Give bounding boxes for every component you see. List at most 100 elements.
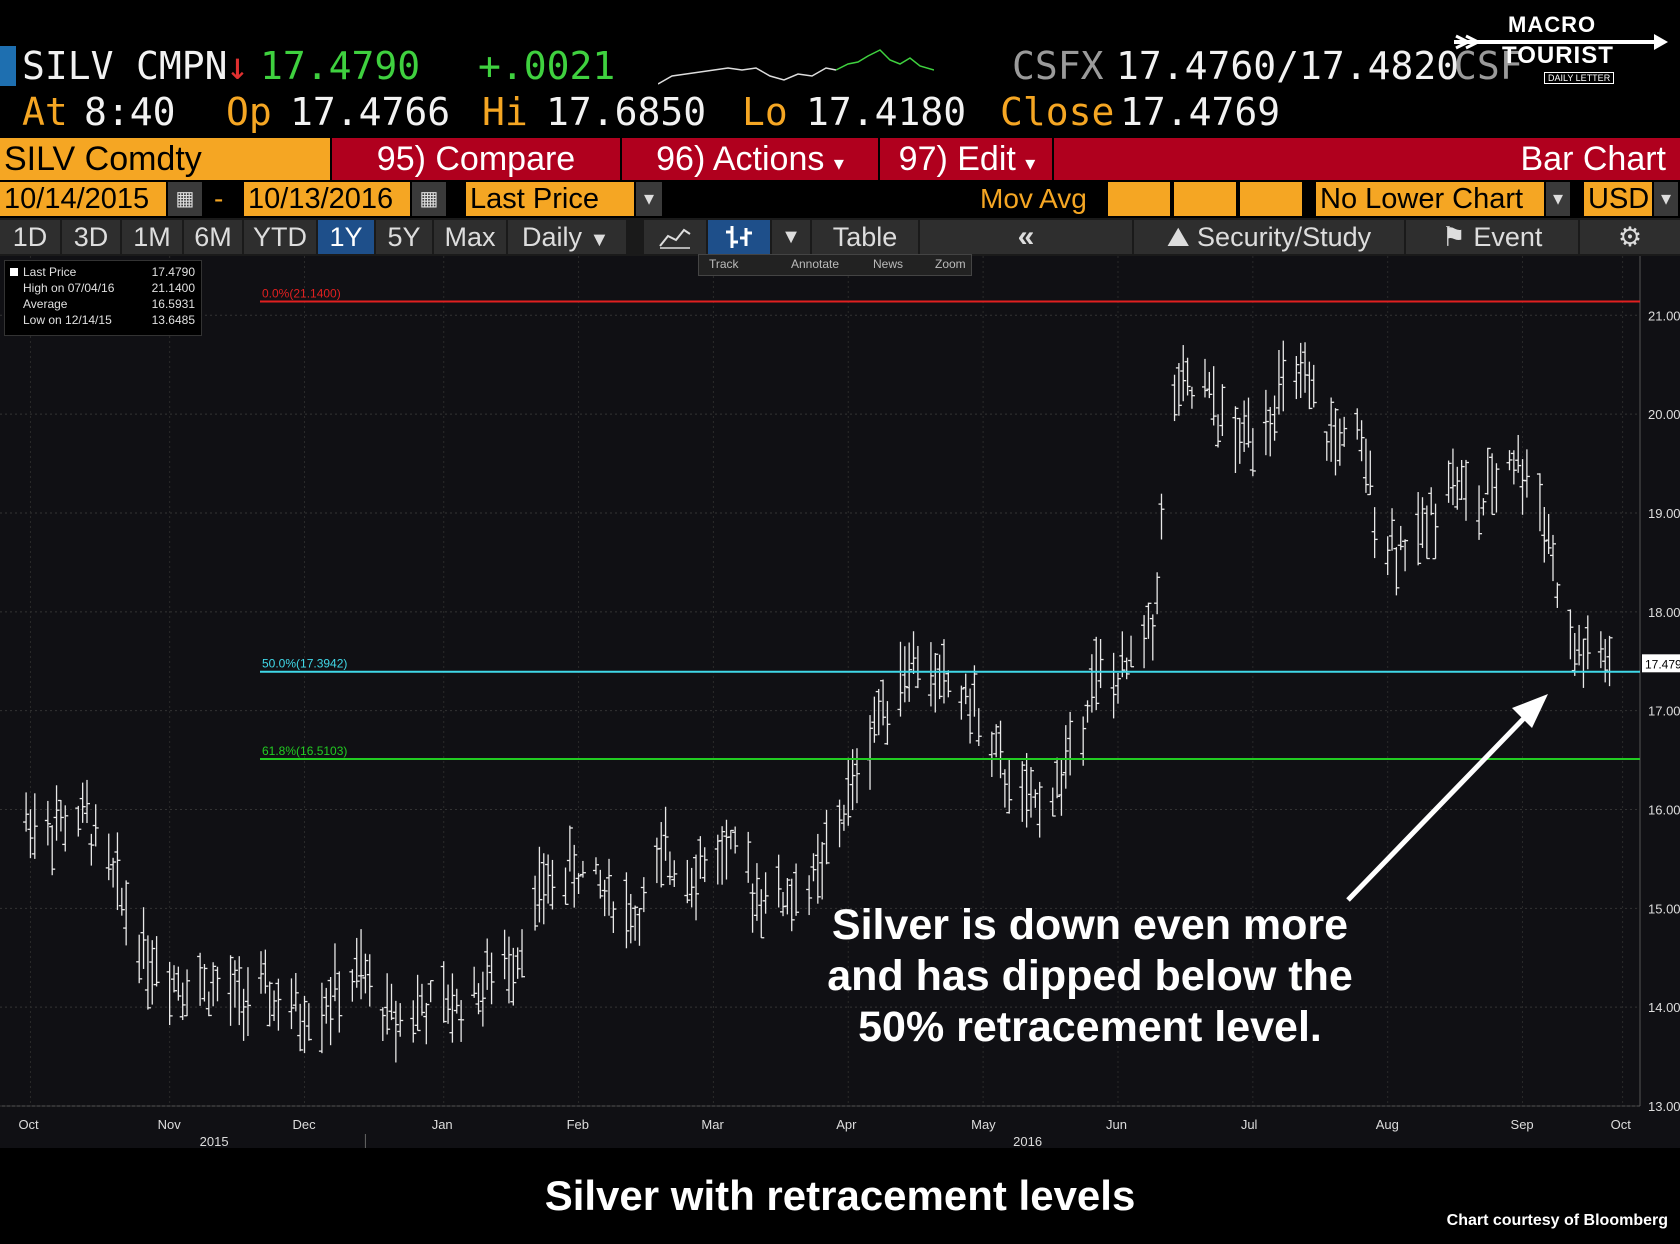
mov-avg-field-2[interactable]	[1174, 182, 1236, 216]
security-study-button[interactable]: ⛰ Security/Study	[1134, 220, 1404, 254]
chevron-down-icon: ▼	[589, 229, 610, 251]
chart-credit: Chart courtesy of Bloomberg	[1446, 1212, 1668, 1229]
study-icon: ⛰	[1166, 222, 1198, 252]
gear-icon[interactable]: ⚙	[1580, 220, 1680, 254]
low-value: 17.4180	[806, 90, 967, 134]
start-date-field[interactable]: 10/14/2015	[0, 182, 166, 216]
timeframe-5y[interactable]: 5Y	[376, 220, 432, 254]
mov-avg-field-3[interactable]	[1240, 182, 1302, 216]
timeframe-row: 1D 3D 1M 6M YTD 1Y 5Y Max Daily ▼ ▼ Tabl…	[0, 218, 1680, 256]
timeframe-1y[interactable]: 1Y	[318, 220, 374, 254]
lower-chart-select[interactable]: No Lower Chart	[1316, 182, 1544, 216]
chevron-down-icon[interactable]: ▾	[636, 182, 662, 216]
mov-avg-label: Mov Avg	[980, 183, 1087, 214]
bar-chart-glyph	[726, 226, 752, 248]
table-button[interactable]: Table	[812, 220, 918, 254]
at-label: At	[22, 90, 68, 134]
y-tick-label: 16.0000	[1648, 802, 1680, 817]
intraday-sparkline	[658, 49, 934, 85]
line-chart-glyph	[659, 228, 691, 249]
low-label: Lo	[742, 90, 788, 134]
legend-last-price-value: 17.4790	[151, 265, 195, 279]
end-date-field[interactable]: 10/13/2016	[244, 182, 410, 216]
open-label: Op	[226, 90, 272, 134]
period-label: Daily	[522, 222, 583, 252]
x-tick-label: Jun	[1106, 1117, 1127, 1132]
x-tick-label: Feb	[567, 1117, 589, 1132]
quote-last: 17.4790	[260, 44, 421, 88]
chevron-down-icon: ▾	[833, 153, 844, 175]
chevron-down-icon[interactable]: ▼	[772, 220, 810, 254]
quote-bid-ask: 17.4760/17.4820	[1116, 44, 1460, 88]
actions-label: 96) Actions	[656, 140, 825, 178]
timeframe-1d[interactable]: 1D	[0, 220, 60, 254]
timeframe-1m[interactable]: 1M	[122, 220, 182, 254]
annotation-arrow	[1346, 710, 1532, 902]
chevron-down-icon[interactable]: ▾	[1546, 182, 1570, 216]
macro-tourist-logo: MACRO TOURIST DAILY LETTER	[1448, 8, 1668, 90]
annotation-arrowhead	[1512, 694, 1548, 728]
zoom-tool[interactable]: Zoom	[935, 257, 966, 271]
quote-source: CMPN	[136, 44, 228, 88]
x-tick-label: Dec	[293, 1117, 317, 1132]
legend-low-value: 13.6485	[151, 313, 195, 327]
x-tick-label: Sep	[1511, 1117, 1534, 1132]
x-tick-label: Aug	[1376, 1117, 1399, 1132]
x-tick-label: Oct	[18, 1117, 39, 1132]
event-button[interactable]: ⚑ Event	[1406, 220, 1578, 254]
event-label: Event	[1473, 222, 1543, 252]
x-tick-label: Jul	[1241, 1117, 1258, 1132]
collapse-icon[interactable]: «	[920, 220, 1132, 254]
x-tick-label: Mar	[701, 1117, 724, 1132]
timeframe-max[interactable]: Max	[434, 220, 506, 254]
timeframe-6m[interactable]: 6M	[184, 220, 242, 254]
y-tick-label: 13.0000	[1648, 1099, 1680, 1114]
price-chart[interactable]: 13.0000 14.0000 15.0000 16.0000 17.0000 18.00…	[0, 256, 1680, 1148]
mov-avg-field-1[interactable]	[1108, 182, 1170, 216]
edit-label: 97) Edit	[898, 140, 1016, 178]
actions-button[interactable]: 96) Actions ▾	[620, 138, 878, 180]
timeframe-3d[interactable]: 3D	[62, 220, 120, 254]
line-chart-icon[interactable]	[644, 220, 706, 254]
news-tool[interactable]: News	[873, 257, 904, 271]
flag-icon: ⚑	[1441, 222, 1474, 252]
chevron-down-icon[interactable]: ▾	[1654, 182, 1678, 216]
sparkline-green	[835, 49, 934, 71]
bar-chart-icon[interactable]	[708, 220, 770, 254]
x-year-label: 2016	[1013, 1134, 1042, 1148]
track-tool[interactable]: Track	[709, 257, 739, 271]
logo-line1: MACRO	[1508, 12, 1597, 37]
y-tick-label: 14.0000	[1648, 1000, 1680, 1015]
legend-average-value: 16.5931	[151, 297, 195, 311]
edit-button[interactable]: 97) Edit ▾	[878, 138, 1054, 180]
annotate-tool[interactable]: Annotate	[791, 257, 840, 271]
legend-last-price: Last Price	[23, 265, 77, 279]
price-field-select[interactable]: Last Price	[466, 182, 634, 216]
calendar-icon[interactable]: ▦	[168, 182, 202, 216]
figure-caption: Silver with retracement levels	[544, 1172, 1136, 1219]
y-tick-label: 21.0000	[1648, 308, 1680, 323]
legend-average: Average	[23, 297, 68, 311]
quote-alt-source: CSFX	[1012, 44, 1104, 88]
x-tick-label: Nov	[158, 1117, 182, 1132]
calendar-icon[interactable]: ▦	[412, 182, 446, 216]
retracement-label: 61.8%(16.5103)	[262, 744, 347, 758]
at-time: 8:40	[84, 90, 176, 134]
compare-button[interactable]: 95) Compare	[330, 138, 620, 180]
security-field[interactable]: SILV Comdty	[0, 138, 330, 180]
y-tick-label: 18.0000	[1648, 605, 1680, 620]
x-tick-label: Jan	[432, 1117, 453, 1132]
timeframe-ytd[interactable]: YTD	[244, 220, 316, 254]
ticker-marker	[0, 46, 16, 86]
period-select[interactable]: Daily ▼	[508, 220, 626, 254]
last-price-box	[1642, 654, 1680, 673]
x-tick-label: May	[971, 1117, 996, 1132]
open-value: 17.4766	[290, 90, 451, 134]
x-year-label: 2015	[200, 1134, 229, 1148]
logo-line2: TOURIST	[1502, 42, 1614, 69]
x-tick-label: Oct	[1611, 1117, 1632, 1132]
high-value: 17.6850	[546, 90, 707, 134]
sparkline-white	[658, 67, 837, 85]
currency-select[interactable]: USD	[1584, 182, 1652, 216]
quote-header: SILV CMPN ↓ 17.4790 +.0021 CSFX 17.4760/…	[0, 0, 1680, 138]
